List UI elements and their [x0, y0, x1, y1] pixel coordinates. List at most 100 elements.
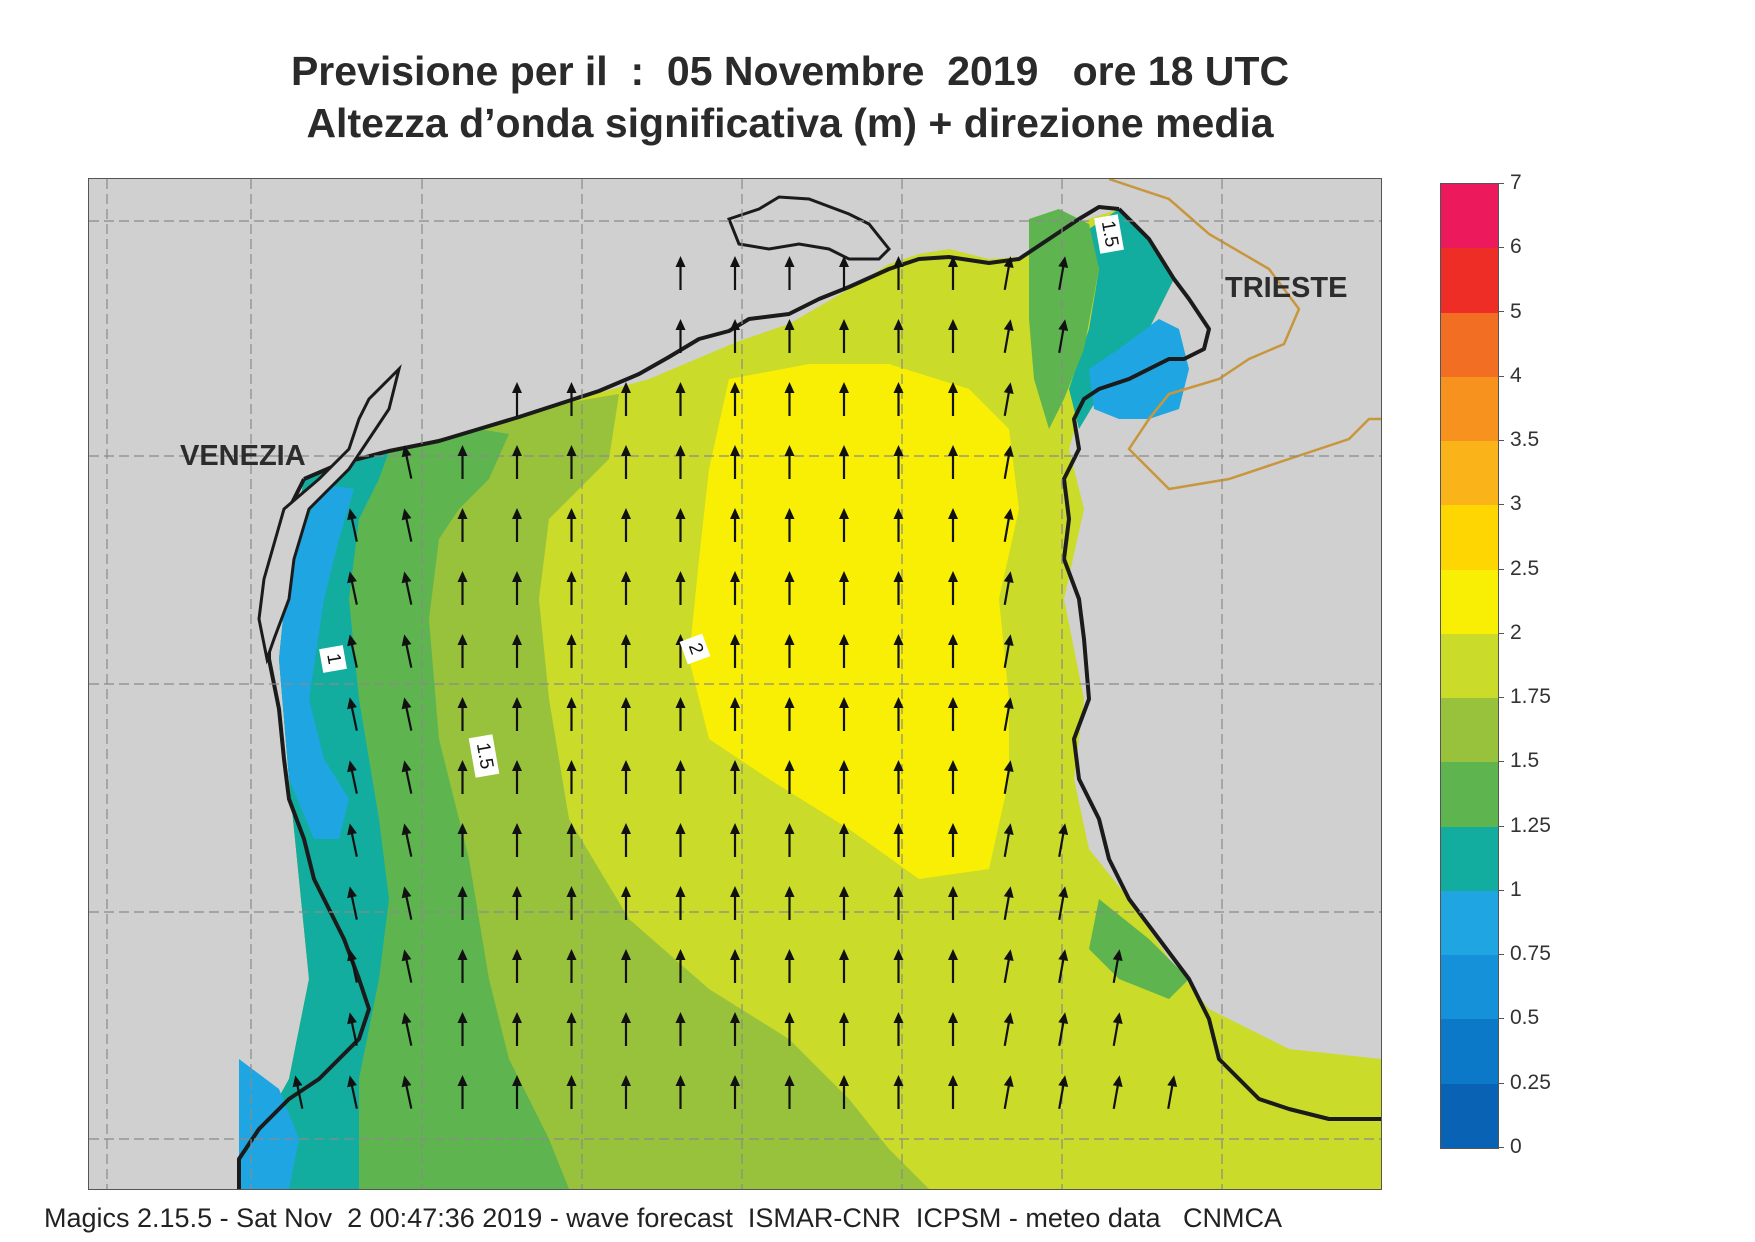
wave-direction-arrow: [1003, 571, 1014, 605]
colorbar-segment: [1441, 248, 1498, 313]
wave-direction-arrow: [730, 1075, 740, 1109]
wave-direction-arrow: [621, 697, 631, 731]
wave-direction-arrow: [839, 571, 849, 605]
wave-direction-arrow: [893, 1012, 904, 1046]
wave-direction-arrow: [401, 508, 413, 542]
wave-direction-arrow: [893, 949, 904, 983]
wave-direction-arrow: [566, 634, 577, 668]
wave-direction-arrow: [621, 382, 631, 416]
wave-direction-arrow: [292, 1075, 304, 1109]
colorbar-tick-label: 1.5: [1498, 749, 1539, 773]
sea-band-yellow: [689, 364, 1019, 879]
wave-direction-arrow: [784, 508, 795, 542]
wave-direction-arrow: [1003, 760, 1014, 794]
wave-direction-arrow: [948, 571, 958, 605]
wave-direction-arrow: [401, 634, 413, 668]
colorbar-segment: [1441, 955, 1498, 1020]
colorbar-tick-mark: [1498, 954, 1504, 956]
sea-band-green-southeast: [1089, 899, 1189, 999]
wave-direction-arrow: [457, 823, 468, 857]
colorbar-segment: [1441, 762, 1498, 827]
wave-direction-arrow: [1003, 508, 1014, 542]
colorbar-tick-label: 0.5: [1498, 1006, 1539, 1030]
colorbar-segment: [1441, 890, 1498, 956]
wave-direction-arrow: [675, 949, 686, 983]
wave-direction-arrow: [512, 1075, 522, 1109]
colorbar-tick-mark: [1498, 825, 1504, 827]
wave-direction-arrow: [839, 1012, 849, 1046]
wave-direction-arrow: [457, 445, 468, 479]
wave-direction-arrow: [1003, 634, 1014, 668]
wave-direction-arrow: [621, 1012, 631, 1046]
wave-direction-arrow: [1003, 445, 1014, 479]
wave-direction-arrow: [948, 1012, 958, 1046]
wave-direction-arrow: [948, 256, 958, 290]
wave-direction-arrow: [621, 823, 631, 857]
wave-direction-arrow: [621, 760, 631, 794]
wave-direction-arrow: [675, 571, 686, 605]
wave-direction-arrow: [347, 697, 358, 731]
wave-height-map: 1.5 1 2 1.5: [88, 178, 1382, 1190]
colorbar-tick-mark: [1498, 889, 1504, 891]
contour-labels: 1.5 1 2 1.5: [319, 214, 1124, 778]
wave-direction-arrow: [839, 256, 849, 290]
wave-direction-arrow: [784, 949, 795, 983]
wave-direction-arrow: [1058, 1012, 1069, 1046]
colorbar-segment: [1441, 1019, 1498, 1084]
wave-direction-arrow: [401, 949, 413, 983]
wave-direction-arrow: [1003, 823, 1014, 857]
wave-direction-arrow: [621, 886, 631, 920]
wave-direction-arrow: [675, 445, 686, 479]
wave-direction-arrow: [839, 634, 849, 668]
colorbar-tick-label: 3: [1498, 492, 1522, 516]
wave-direction-arrow: [730, 634, 740, 668]
wave-direction-arrow: [347, 823, 358, 857]
contour-label: 2: [679, 633, 711, 665]
wave-direction-arrow: [730, 760, 740, 794]
colorbar-tick-label: 1.75: [1498, 685, 1551, 709]
wave-direction-arrow: [1112, 949, 1123, 983]
wave-height-fill: [239, 209, 1381, 1189]
wave-direction-arrow: [784, 697, 795, 731]
wave-direction-arrow: [839, 760, 849, 794]
wave-direction-arrow: [730, 256, 740, 290]
colorbar-segment: [1441, 826, 1498, 891]
colorbar-segment: [1441, 1083, 1498, 1148]
colorbar-tick-mark: [1498, 632, 1504, 634]
wave-direction-arrow: [621, 949, 631, 983]
colorbar-segment: [1441, 698, 1498, 763]
wave-direction-arrow: [784, 634, 795, 668]
wave-direction-arrow: [893, 1075, 904, 1109]
wave-direction-arrow: [401, 823, 413, 857]
colorbar-tick-mark: [1498, 568, 1504, 570]
wave-direction-arrow: [839, 886, 849, 920]
coastline-north: [303, 205, 1120, 481]
colorbar-tick-label: 0: [1498, 1135, 1522, 1159]
wave-direction-arrow: [784, 823, 795, 857]
colorbar-tick-label: 6: [1498, 235, 1522, 259]
colorbar-tick-label: 3.5: [1498, 428, 1539, 452]
wave-direction-arrow: [347, 571, 358, 605]
wave-direction-arrow: [566, 445, 577, 479]
wave-direction-arrow: [1003, 319, 1014, 353]
contour-label-text: 1.5: [1097, 219, 1122, 249]
wave-direction-arrow: [1003, 949, 1014, 983]
wave-direction-arrow: [948, 1075, 958, 1109]
wave-direction-arrow: [457, 886, 468, 920]
wave-direction-arrow: [512, 508, 522, 542]
contour-label-text: 1.5: [472, 741, 497, 771]
wave-direction-arrow: [784, 382, 795, 416]
footer-credit: Magics 2.15.5 - Sat Nov 2 00:47:36 2019 …: [44, 1203, 1282, 1233]
wave-direction-arrow: [784, 319, 795, 353]
wave-direction-arrow: [730, 382, 740, 416]
wave-direction-arrow: [893, 823, 904, 857]
wave-direction-arrow: [730, 823, 740, 857]
colorbar-tick-label: 1: [1498, 878, 1522, 902]
wave-direction-arrow: [784, 886, 795, 920]
wave-direction-arrow: [347, 634, 358, 668]
wave-direction-arrow: [784, 571, 795, 605]
wave-direction-arrow: [512, 445, 522, 479]
colorbar: [1440, 183, 1499, 1149]
wave-direction-arrow: [1058, 886, 1069, 920]
wave-direction-arrow: [566, 1012, 577, 1046]
